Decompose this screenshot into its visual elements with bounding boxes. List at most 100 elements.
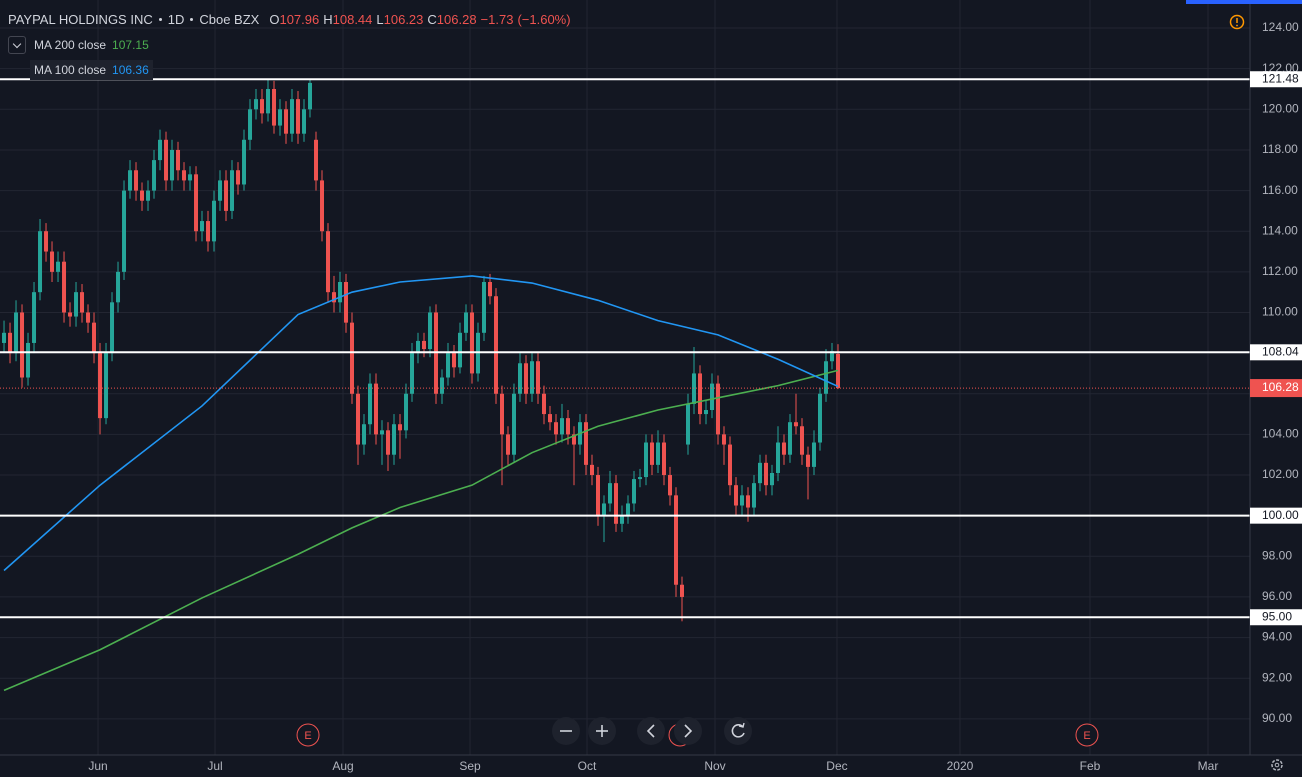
candle-body [440, 377, 445, 394]
candle-body [733, 485, 738, 506]
candle-body [494, 296, 499, 394]
candle-body [278, 109, 283, 126]
button[interactable] [674, 717, 702, 745]
candle-body [757, 462, 762, 484]
candle-body [608, 483, 613, 504]
candle-body [206, 221, 211, 242]
symbol-title: PAYPAL HOLDINGS INC [8, 12, 153, 27]
candle-body [500, 393, 505, 435]
separator [190, 18, 194, 21]
candle-body [518, 363, 523, 394]
candle-body [302, 109, 307, 134]
scroll-right[interactable] [674, 717, 702, 745]
candle-body [410, 353, 415, 394]
candle-body [703, 410, 708, 415]
candle-body [200, 221, 205, 232]
y-tick-label: 110.00 [1262, 305, 1298, 319]
x-tick-label: Mar [1198, 759, 1219, 773]
candle-body [679, 584, 684, 597]
high-key: H [323, 12, 333, 27]
candle-body [14, 312, 19, 354]
candle-body [176, 149, 181, 171]
legend-value: 107.15 [112, 38, 149, 52]
y-tick-label: 114.00 [1262, 223, 1298, 237]
button[interactable] [724, 717, 752, 745]
level-label: 121.48 [1262, 71, 1299, 85]
y-tick-label: 92.00 [1262, 670, 1292, 684]
button[interactable] [637, 717, 665, 745]
y-tick-label: 118.00 [1262, 142, 1298, 156]
candle-body [224, 180, 229, 211]
candle-body [272, 88, 277, 126]
candle-body [536, 361, 541, 394]
zoom-out[interactable] [552, 717, 580, 745]
candle-body [458, 332, 463, 368]
candle-body [284, 109, 289, 134]
candle-body [182, 170, 187, 181]
level-label: 95.00 [1262, 609, 1292, 623]
y-tick-label: 124.00 [1262, 20, 1299, 34]
event-marker [296, 723, 320, 747]
candle-body [751, 483, 756, 508]
y-tick-label: 120.00 [1262, 101, 1299, 115]
candle-body [104, 353, 109, 419]
candle-body [691, 373, 696, 404]
candle-body [649, 442, 654, 465]
x-tick-label: Jun [88, 759, 107, 773]
candle-body [464, 312, 469, 333]
y-tick-label: 96.00 [1262, 589, 1292, 603]
candle-body [32, 292, 37, 343]
candle-body [548, 414, 553, 423]
y-tick-label: 102.00 [1262, 467, 1299, 481]
settings[interactable] [1271, 759, 1283, 771]
alert-icon[interactable] [1229, 14, 1245, 30]
candle-body [110, 302, 115, 354]
change: −1.73 [480, 12, 514, 27]
change-percent: (−1.60%) [517, 12, 571, 27]
candle-body [697, 373, 702, 415]
y-tick-label: 116.00 [1262, 183, 1298, 197]
scroll-left[interactable] [637, 717, 665, 745]
candle-body [146, 190, 151, 201]
candle-body [428, 312, 433, 350]
candle-body [506, 434, 511, 455]
candle-body [793, 422, 798, 427]
candle-body [296, 99, 301, 134]
candle-body [769, 472, 774, 486]
candle-body [368, 383, 373, 425]
candle-body [164, 139, 169, 181]
reset[interactable] [724, 717, 752, 745]
icon [684, 724, 693, 738]
x-tick-label: Feb [1080, 759, 1101, 773]
zoom-in[interactable] [588, 717, 616, 745]
candle-body [787, 422, 792, 455]
candle-body [326, 231, 331, 293]
candle-body [314, 139, 319, 181]
candle-body [781, 442, 786, 455]
candle-body [236, 170, 241, 185]
candle-body [242, 139, 247, 185]
candle-body [128, 170, 133, 191]
candle-body [80, 292, 85, 313]
legend-value: 106.36 [112, 63, 149, 77]
candle-body [374, 383, 379, 435]
legend-row: MA 100 close 106.36 [30, 60, 153, 80]
collapse-button[interactable] [8, 36, 26, 54]
candle-body [20, 312, 25, 378]
candle-body [362, 424, 367, 445]
level-label: 100.00 [1262, 508, 1299, 522]
candle-body [745, 495, 750, 508]
candle-body [667, 475, 672, 496]
candle-body [212, 200, 217, 242]
candle-body [26, 342, 31, 378]
open-key: O [269, 12, 280, 27]
candle-body [140, 190, 145, 201]
moving-average-line [3, 275, 839, 572]
close-value: 106.28 [436, 12, 477, 27]
y-tick-label: 112.00 [1262, 264, 1298, 278]
candle-body [655, 442, 660, 465]
interval: 1D [167, 12, 185, 27]
gear[interactable] [1271, 759, 1283, 771]
